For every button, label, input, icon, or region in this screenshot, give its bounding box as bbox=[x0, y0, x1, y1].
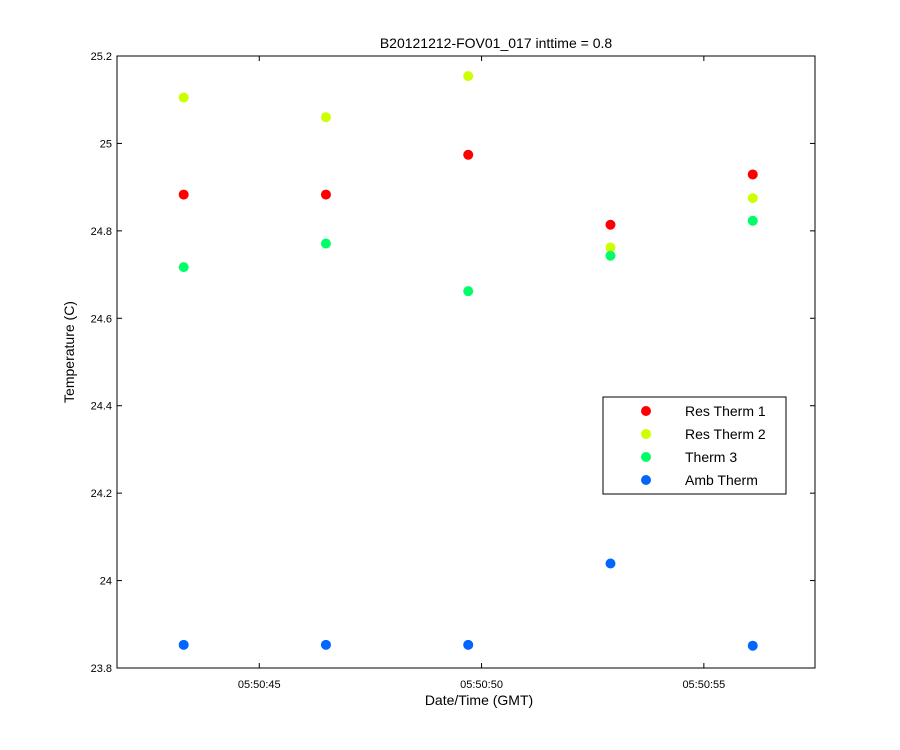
data-points bbox=[178, 71, 758, 651]
legend-box bbox=[602, 396, 787, 495]
data-point bbox=[747, 640, 758, 651]
legend-marker bbox=[641, 475, 651, 485]
legend-label: Res Therm 1 bbox=[685, 403, 766, 419]
legend-label: Amb Therm bbox=[685, 472, 758, 488]
data-point bbox=[178, 639, 189, 650]
x-axis-label: Date/Time (GMT) bbox=[425, 692, 533, 708]
data-point bbox=[463, 639, 474, 650]
y-tick-label: 24.6 bbox=[91, 313, 112, 325]
data-point bbox=[747, 215, 758, 226]
legend-label: Res Therm 2 bbox=[685, 426, 766, 442]
data-point bbox=[747, 169, 758, 180]
data-point bbox=[463, 149, 474, 160]
y-tick-label: 24.4 bbox=[91, 401, 112, 413]
data-point bbox=[463, 286, 474, 297]
data-point bbox=[320, 189, 331, 200]
legend-marker bbox=[641, 429, 651, 439]
x-tick-label: 05:50:50 bbox=[460, 679, 503, 691]
legend-marker bbox=[641, 406, 651, 416]
data-point bbox=[320, 112, 331, 123]
data-point bbox=[605, 250, 616, 261]
legend-label: Therm 3 bbox=[685, 449, 737, 465]
y-tick-label: 25.2 bbox=[91, 51, 112, 63]
data-point bbox=[605, 219, 616, 230]
y-axis: 23.8 24 24.2 24.4 24.6 24.8 25 25.2 bbox=[91, 51, 815, 675]
legend: Res Therm 1 Res Therm 2 Therm 3 Amb Therm bbox=[602, 396, 787, 495]
data-point bbox=[605, 558, 616, 569]
legend-marker bbox=[641, 452, 651, 462]
x-tick-label: 05:50:45 bbox=[238, 679, 281, 691]
y-tick-label: 24.2 bbox=[91, 488, 112, 500]
data-point bbox=[747, 193, 758, 204]
data-point bbox=[320, 639, 331, 650]
x-tick-label: 05:50:55 bbox=[682, 679, 725, 691]
y-tick-label: 23.8 bbox=[91, 663, 112, 675]
data-point bbox=[178, 262, 189, 273]
y-tick-label: 24 bbox=[100, 576, 112, 588]
chart-title: B20121212-FOV01_017 inttime = 0.8 bbox=[380, 35, 613, 51]
plot-area bbox=[116, 55, 816, 669]
y-axis-label: Temperature (C) bbox=[61, 301, 77, 403]
data-point bbox=[178, 189, 189, 200]
data-point bbox=[320, 238, 331, 249]
data-point bbox=[605, 242, 616, 253]
y-tick-label: 25 bbox=[100, 138, 112, 150]
y-tick-label: 24.8 bbox=[91, 226, 112, 238]
data-point bbox=[178, 92, 189, 103]
data-point bbox=[463, 71, 474, 82]
x-axis: 05:50:45 05:50:50 05:50:55 bbox=[238, 56, 725, 691]
